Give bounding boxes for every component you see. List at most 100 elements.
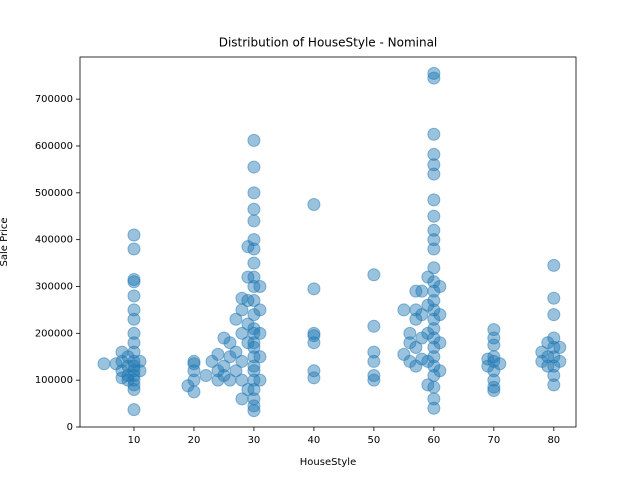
point <box>427 392 441 406</box>
y-tick-label: 0 <box>67 422 73 433</box>
point <box>133 354 147 368</box>
point <box>247 233 261 247</box>
point <box>487 383 501 397</box>
point <box>253 373 267 387</box>
point <box>415 284 429 298</box>
point <box>547 308 561 322</box>
point <box>223 336 237 350</box>
point <box>97 357 111 371</box>
point <box>247 340 261 354</box>
point <box>127 326 141 340</box>
point <box>427 71 441 85</box>
x-tick-label: 50 <box>368 435 381 446</box>
point <box>247 202 261 216</box>
point <box>367 368 381 382</box>
point <box>247 336 261 350</box>
y-axis-label: Sale Price <box>0 218 10 267</box>
point <box>547 291 561 305</box>
point <box>127 345 141 359</box>
x-tick-label: 10 <box>128 435 141 446</box>
point <box>493 357 507 371</box>
point <box>247 294 261 308</box>
point <box>427 350 441 364</box>
point <box>247 392 261 406</box>
point <box>247 256 261 270</box>
point <box>427 158 441 172</box>
point <box>427 294 441 308</box>
point <box>247 214 261 228</box>
point <box>427 322 441 336</box>
point <box>403 326 417 340</box>
point <box>307 198 321 212</box>
point <box>127 303 141 317</box>
point <box>127 403 141 417</box>
point <box>367 354 381 368</box>
point <box>229 345 243 359</box>
y-tick-label: 700000 <box>35 94 73 105</box>
point <box>229 364 243 378</box>
point <box>427 242 441 256</box>
points <box>97 66 567 418</box>
point <box>367 373 381 387</box>
point <box>247 364 261 378</box>
point <box>553 354 567 368</box>
point <box>487 323 501 337</box>
y-tick-label: 600000 <box>35 141 73 152</box>
point <box>307 371 321 385</box>
point <box>127 373 141 387</box>
point <box>409 340 423 354</box>
point <box>127 383 141 397</box>
point <box>367 319 381 333</box>
point <box>307 364 321 378</box>
point <box>433 364 447 378</box>
point <box>127 289 141 303</box>
y-tick-label: 500000 <box>35 188 73 199</box>
point <box>427 401 441 415</box>
point <box>397 303 411 317</box>
point <box>547 258 561 272</box>
point <box>235 354 249 368</box>
y-tick-label: 300000 <box>35 281 73 292</box>
point <box>427 380 441 394</box>
point <box>307 336 321 350</box>
point <box>427 167 441 181</box>
point <box>487 373 501 387</box>
point <box>427 261 441 275</box>
point <box>127 228 141 242</box>
point <box>247 133 261 147</box>
x-tick-label: 70 <box>487 435 500 446</box>
chart-title: Distribution of HouseStyle - Nominal <box>219 36 438 50</box>
point <box>127 242 141 256</box>
point <box>127 336 141 350</box>
point <box>547 331 561 345</box>
point <box>307 326 321 340</box>
point <box>247 186 261 200</box>
x-tick-label: 80 <box>547 435 560 446</box>
x-axis-label: HouseStyle <box>300 457 356 468</box>
point <box>367 268 381 282</box>
point <box>427 223 441 237</box>
point <box>253 350 267 364</box>
point <box>433 279 447 293</box>
point <box>247 359 261 373</box>
point <box>427 147 441 161</box>
point <box>229 312 243 326</box>
point <box>187 373 201 387</box>
point <box>127 312 141 326</box>
point <box>127 272 141 286</box>
point <box>547 368 561 382</box>
plot-frame <box>79 56 577 428</box>
point <box>307 282 321 296</box>
point <box>211 347 225 361</box>
x-tick-label: 60 <box>427 435 440 446</box>
point <box>433 336 447 350</box>
point <box>367 345 381 359</box>
point <box>433 308 447 322</box>
point <box>187 364 201 378</box>
point <box>415 308 429 322</box>
point <box>427 233 441 247</box>
point <box>253 303 267 317</box>
point <box>427 209 441 223</box>
y-tick-label: 400000 <box>35 235 73 246</box>
